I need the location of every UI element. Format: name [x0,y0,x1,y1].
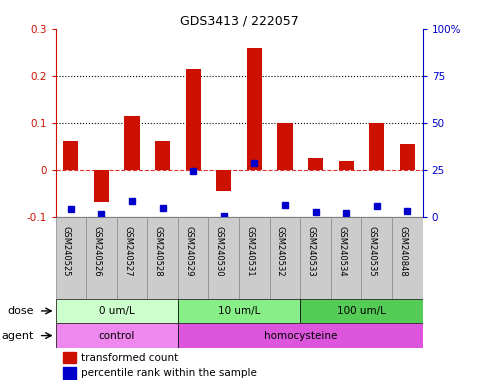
Text: GSM240848: GSM240848 [398,226,407,277]
Bar [147,217,178,299]
Bar [185,69,201,170]
Text: homocysteine: homocysteine [264,331,337,341]
Text: 10 um/L: 10 um/L [218,306,260,316]
Text: transformed count: transformed count [81,353,179,362]
Text: control: control [99,331,135,341]
Text: GSM240528: GSM240528 [154,226,163,277]
Text: GSM240532: GSM240532 [276,226,285,277]
Bar [125,116,140,170]
Text: GSM240525: GSM240525 [62,226,71,277]
Text: 0 um/L: 0 um/L [99,306,135,316]
Title: GDS3413 / 222057: GDS3413 / 222057 [180,15,298,28]
Bar [86,217,117,299]
Bar [155,141,170,170]
Bar [56,299,178,323]
Bar [178,323,423,348]
Bar [178,217,209,299]
Bar [63,352,76,363]
Bar [63,141,78,170]
Bar [400,144,415,170]
Bar [56,323,178,348]
Text: GSM240533: GSM240533 [307,226,315,277]
Bar [117,217,147,299]
Bar [300,217,331,299]
Bar [63,367,76,379]
Text: 100 um/L: 100 um/L [337,306,386,316]
Bar [339,161,354,170]
Bar [392,217,423,299]
Bar [209,217,239,299]
Bar [331,217,361,299]
Text: percentile rank within the sample: percentile rank within the sample [81,368,257,378]
Bar [361,217,392,299]
Bar [277,122,293,170]
Bar [239,217,270,299]
Text: GSM240529: GSM240529 [184,226,193,277]
Bar [247,48,262,170]
Bar [270,217,300,299]
Bar [300,299,423,323]
Bar [308,158,323,170]
Text: GSM240535: GSM240535 [368,226,377,277]
Text: agent: agent [2,331,34,341]
Text: GSM240534: GSM240534 [337,226,346,277]
Text: GSM240530: GSM240530 [215,226,224,277]
Bar [56,217,86,299]
Text: GSM240526: GSM240526 [92,226,101,277]
Bar [216,170,231,191]
Bar [369,122,384,170]
Text: dose: dose [8,306,34,316]
Text: GSM240531: GSM240531 [245,226,255,277]
Text: GSM240527: GSM240527 [123,226,132,277]
Bar [178,299,300,323]
Bar [94,170,109,202]
